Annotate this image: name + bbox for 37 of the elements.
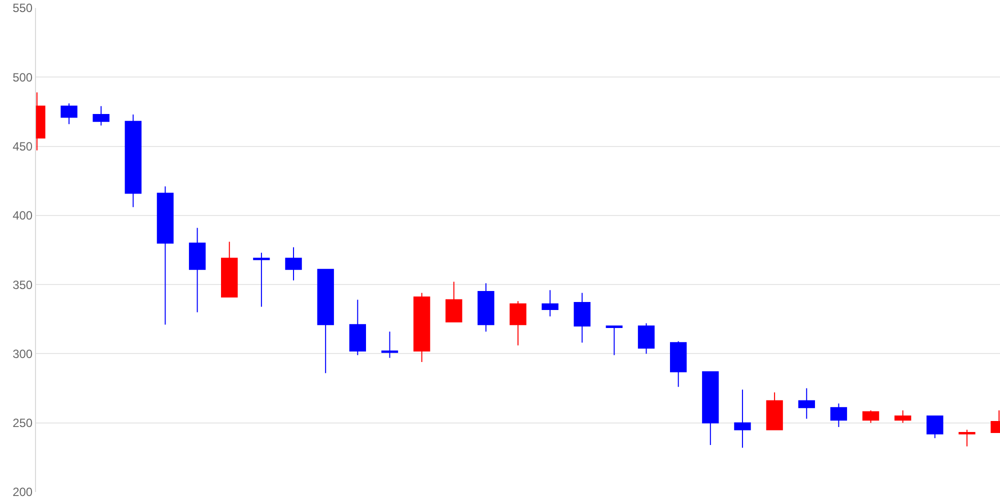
candlestick — [413, 292, 430, 363]
candlestick — [830, 403, 848, 428]
candlestick — [574, 292, 590, 344]
candlestick — [766, 392, 783, 430]
candlestick — [510, 300, 526, 346]
candlestick — [124, 114, 142, 208]
candlestick — [702, 371, 719, 446]
y-tick-label: 550 — [12, 1, 33, 16]
candlestick — [92, 106, 110, 126]
candlestick — [958, 429, 976, 447]
candlestick — [478, 282, 494, 332]
candlestick — [381, 331, 398, 358]
candlestick — [253, 252, 270, 308]
candlestick — [862, 410, 880, 424]
candlestick — [221, 241, 238, 298]
candlestick — [446, 281, 462, 322]
y-tick-label: 450 — [12, 139, 33, 154]
candlestick — [606, 326, 623, 356]
y-tick-label: 400 — [12, 208, 33, 223]
candlestick — [285, 246, 302, 281]
candlestick — [317, 268, 334, 374]
candlestick — [638, 322, 655, 354]
y-tick-label: 200 — [12, 485, 33, 500]
candlestick — [670, 340, 687, 388]
candlestick — [188, 227, 206, 313]
candlestick — [798, 388, 815, 420]
candlestick — [542, 290, 558, 317]
candlestick — [156, 186, 174, 326]
candlestick — [60, 102, 78, 125]
y-tick-label: 300 — [12, 346, 33, 361]
candlestick — [926, 415, 944, 439]
y-tick-label: 350 — [12, 278, 33, 292]
y-tick-label: 250 — [12, 416, 33, 430]
candlestick — [894, 410, 912, 424]
candlestick — [349, 299, 366, 356]
y-tick-label: 500 — [12, 70, 33, 84]
candlestick — [734, 389, 751, 448]
